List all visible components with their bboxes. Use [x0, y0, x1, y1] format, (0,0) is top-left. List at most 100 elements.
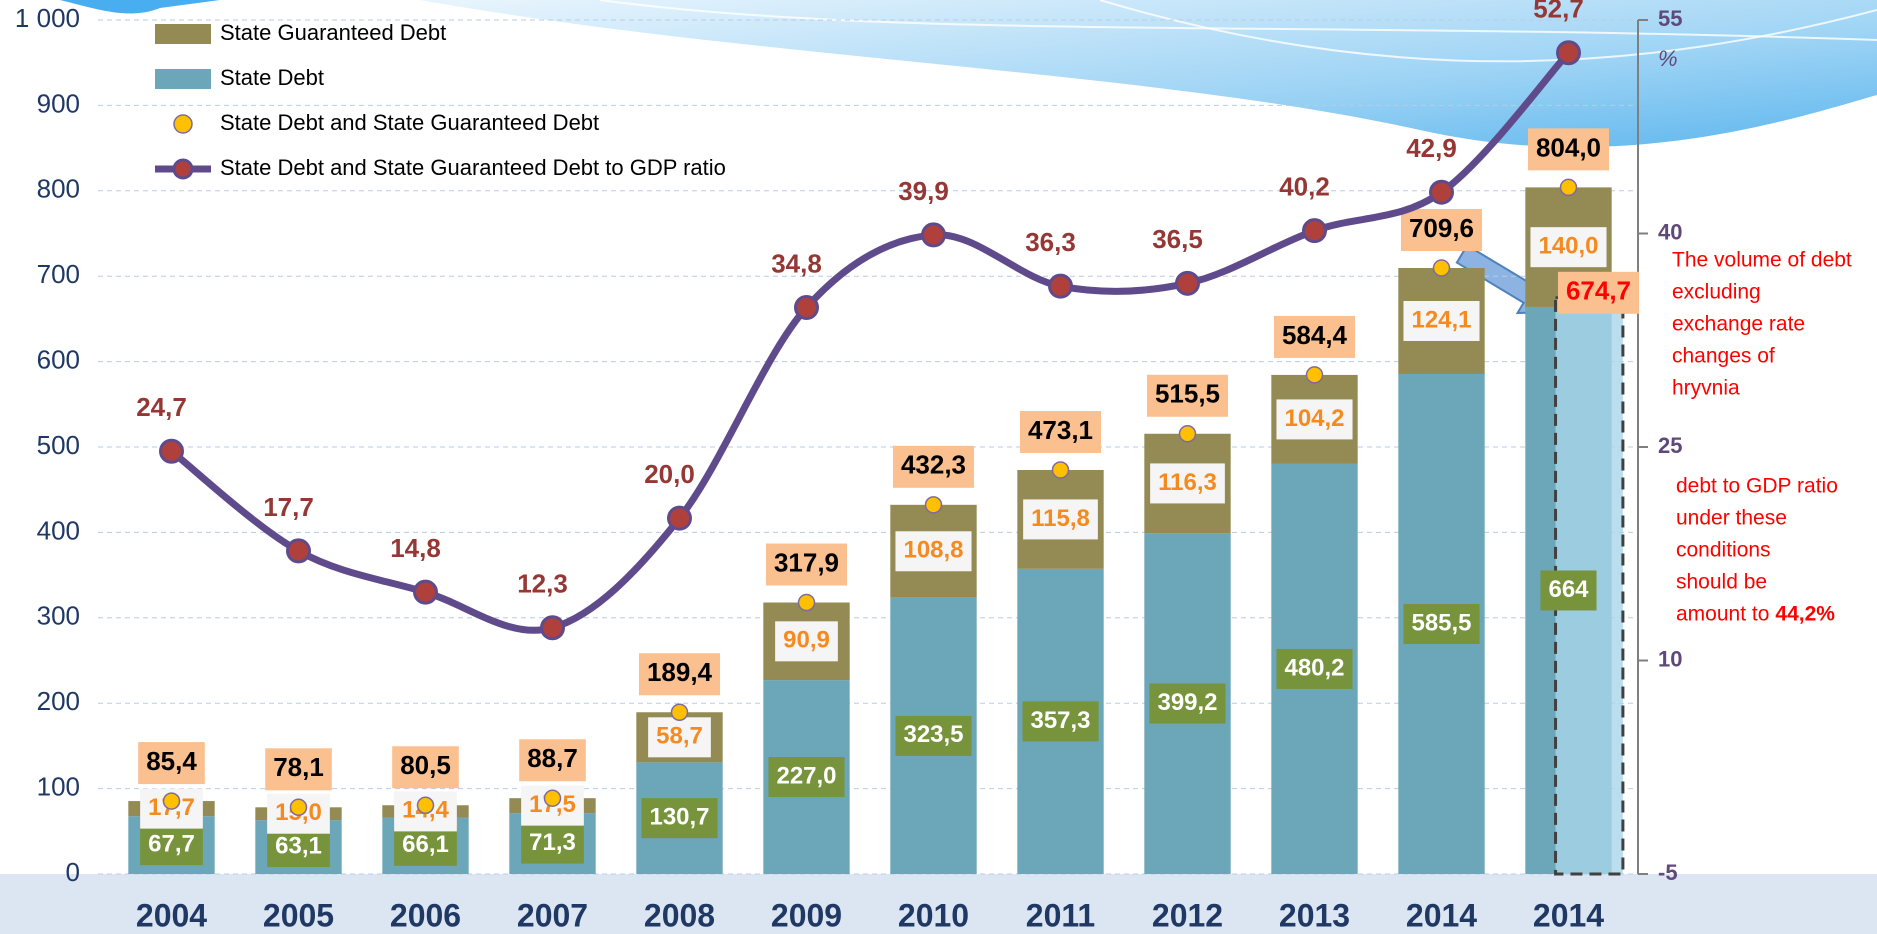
data-label: 58,7 [656, 723, 703, 750]
y2-axis-label: % [1658, 46, 1678, 71]
data-label: 664 [1540, 570, 1596, 610]
annotation: hryvnia [1672, 377, 1740, 400]
x-tick-label: 2004 [136, 897, 207, 933]
data-label: 124,1 [1411, 306, 1471, 333]
data-label: 124,1 [1403, 301, 1479, 341]
x-tick-label: 2005 [263, 897, 334, 933]
data-label: 399,2 [1149, 684, 1225, 724]
data-label: 357,3 [1030, 707, 1090, 734]
data-label: 108,8 [895, 531, 971, 571]
data-label: 227,0 [776, 762, 836, 789]
point [1180, 426, 1196, 442]
data-label: 58,7 [648, 717, 711, 757]
legend-label: State Guaranteed Debt [220, 20, 446, 45]
data-label: 432,3 [893, 446, 974, 488]
data-label: 85,4 [146, 746, 197, 776]
data-label: 80,5 [400, 750, 451, 780]
line [172, 53, 1569, 631]
data-label: 317,9 [766, 544, 847, 586]
x-tick-label: 2012 [1152, 897, 1223, 933]
annotation: changes of [1672, 345, 1775, 368]
point [1307, 367, 1323, 383]
data-label: 88,7 [527, 743, 578, 773]
data-label: 189,4 [639, 653, 720, 695]
data-label: 80,5 [392, 746, 459, 788]
data-label: 515,5 [1155, 379, 1220, 409]
x-tick-label: 2011 [1026, 897, 1095, 933]
data-label: 67,7 [148, 830, 195, 857]
data-label: 104,2 [1284, 405, 1344, 432]
marker [542, 617, 564, 639]
data-label: 40,2 [1279, 172, 1330, 202]
data-label: 78,1 [273, 752, 324, 782]
y2-tick-label: 40 [1658, 219, 1682, 244]
point [418, 797, 434, 813]
y2-tick-label: 55 [1658, 6, 1682, 31]
data-label: 90,9 [775, 621, 838, 661]
point [545, 790, 561, 806]
legend-swatch [174, 160, 192, 178]
x-tick-label: 2014 [1533, 897, 1604, 933]
y-tick-label: 400 [37, 515, 80, 545]
data-label: 399,2 [1157, 689, 1217, 716]
data-label: 66,1 [394, 826, 457, 866]
data-label: 88,7 [519, 739, 586, 781]
data-label: 140,0 [1538, 233, 1598, 260]
y-tick-label: 0 [66, 857, 80, 887]
legend-label: State Debt [220, 65, 324, 90]
data-label: 323,5 [903, 721, 963, 748]
data-label: 130,7 [649, 804, 709, 831]
data-label: 227,0 [768, 757, 844, 797]
data-label: 20,0 [644, 459, 695, 489]
data-label: 130,7 [641, 798, 717, 838]
decoration [60, 0, 220, 13]
data-label: 36,5 [1152, 224, 1203, 254]
y2-tick-label: 10 [1658, 646, 1682, 671]
data-label: 24,7 [136, 392, 187, 422]
marker [161, 440, 183, 462]
y-tick-label: 200 [37, 686, 80, 716]
data-label: 357,3 [1022, 701, 1098, 741]
data-label: 52,7 [1533, 0, 1584, 24]
marker [923, 224, 945, 246]
data-label: 115,8 [1031, 505, 1090, 532]
annotation: conditions [1676, 539, 1771, 562]
point [1434, 260, 1450, 276]
marker [1177, 272, 1199, 294]
annotation: exchange rate [1672, 313, 1805, 336]
annotation: under these [1676, 507, 1787, 530]
data-label: 71,3 [529, 829, 576, 856]
data-label: 515,5 [1147, 375, 1228, 417]
data-label: 189,4 [647, 657, 713, 687]
point [799, 595, 815, 611]
data-label: 674,7 [1566, 276, 1631, 306]
point [291, 799, 307, 815]
data-label: 115,8 [1023, 499, 1098, 539]
annotation: The volume of debt [1672, 249, 1852, 272]
data-label: 63,1 [275, 832, 322, 859]
data-label: 85,4 [138, 742, 205, 784]
data-label: 67,7 [140, 825, 203, 865]
data-label: 480,2 [1276, 649, 1352, 689]
data-label: 804,0 [1528, 128, 1609, 170]
y-tick-label: 300 [37, 601, 80, 631]
data-label: 317,9 [774, 547, 839, 577]
x-tick-label: 2010 [898, 897, 969, 933]
data-label: 108,8 [903, 537, 963, 564]
y-tick-label: 100 [37, 771, 80, 801]
data-label: 674,7 [1558, 272, 1639, 314]
data-label: 116,3 [1150, 463, 1225, 503]
data-label: 14,8 [390, 533, 441, 563]
data-label: 71,3 [521, 824, 584, 864]
point [1053, 462, 1069, 478]
data-label: 585,5 [1403, 604, 1479, 644]
data-label: 12,3 [517, 569, 568, 599]
data-label: 42,9 [1406, 133, 1457, 163]
data-label: 116,3 [1158, 469, 1217, 496]
x-tick-label: 2008 [644, 897, 715, 933]
legend-label: State Debt and State Guaranteed Debt to … [220, 155, 726, 180]
data-label: 34,8 [771, 248, 822, 278]
annotation: excluding [1672, 281, 1761, 304]
y2-tick-label: -5 [1658, 860, 1678, 885]
annotation: amount to [1676, 603, 1769, 626]
